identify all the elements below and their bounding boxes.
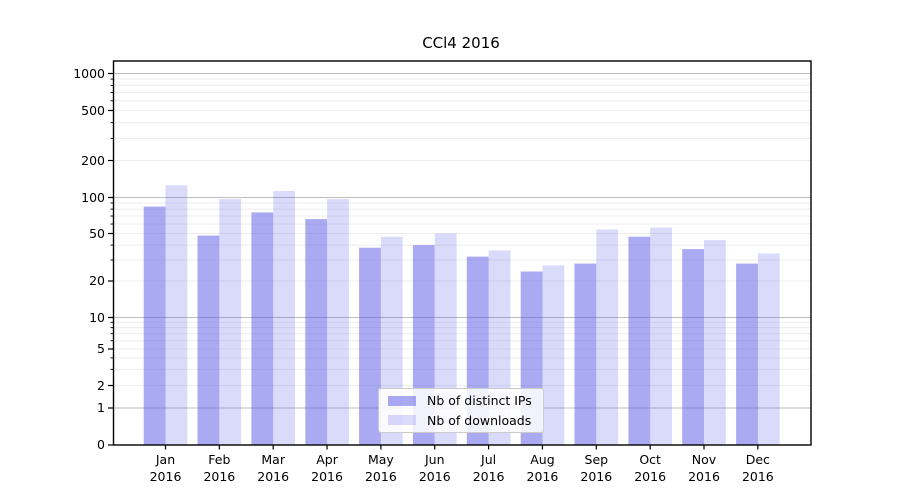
y-tick-label: 0: [97, 437, 105, 452]
year-label: 2016: [257, 469, 290, 484]
x-tick-label-apr: Apr 2016: [300, 451, 354, 485]
bar-distinct-ips-mar: [251, 212, 274, 445]
x-tick-label-jul: Jul 2016: [462, 451, 516, 485]
month-label: Aug: [530, 452, 555, 467]
y-tick-label: 5: [97, 341, 105, 356]
month-label: Apr: [316, 452, 338, 467]
bar-distinct-ips-nov: [682, 249, 704, 445]
year-label: 2016: [472, 469, 505, 484]
month-label: Nov: [691, 452, 717, 467]
legend-item-downloads: Nb of downloads: [388, 413, 543, 428]
bar-downloads-jan: [165, 185, 188, 445]
month-label: Sep: [584, 452, 609, 467]
bar-downloads-nov: [704, 240, 726, 445]
bar-downloads-mar: [273, 191, 295, 445]
year-label: 2016: [364, 469, 397, 484]
legend-item-distinct-ips: Nb of distinct IPs: [388, 393, 543, 408]
year-label: 2016: [203, 469, 236, 484]
month-label: May: [367, 452, 394, 467]
y-tick-label: 2: [97, 377, 105, 393]
x-tick-label-jun: Jun 2016: [408, 451, 462, 485]
y-tick-label: 200: [81, 152, 105, 168]
year-label: 2016: [634, 469, 667, 484]
bar-distinct-ips-apr: [305, 219, 328, 445]
x-tick-label-jan: Jan 2016: [139, 451, 193, 485]
year-label: 2016: [526, 469, 559, 484]
legend: Nb of distinct IPs Nb of downloads: [378, 388, 544, 433]
y-tick-label: 500: [81, 102, 105, 118]
y-tick-label: 20: [89, 273, 105, 288]
bar-distinct-ips-feb: [197, 235, 220, 445]
bar-downloads-oct: [650, 227, 672, 445]
x-tick-label-feb: Feb 2016: [192, 451, 246, 485]
x-tick-label-may: May 2016: [354, 451, 408, 485]
bar-distinct-ips-sep: [574, 263, 597, 445]
bar-distinct-ips-oct: [628, 236, 651, 445]
x-tick-label-aug: Aug 2016: [515, 451, 569, 485]
x-tick-label-sep: Sep 2016: [569, 451, 623, 485]
year-label: 2016: [741, 469, 774, 484]
legend-label-downloads: Nb of downloads: [427, 412, 532, 428]
year-label: 2016: [418, 469, 451, 484]
month-label: Feb: [208, 452, 231, 467]
x-tick-label-oct: Oct 2016: [623, 451, 677, 485]
y-tick-label: 100: [81, 189, 105, 205]
year-label: 2016: [149, 469, 182, 484]
bar-distinct-ips-may: [359, 247, 381, 445]
y-tick-label: 10: [89, 309, 105, 325]
bar-distinct-ips-dec: [736, 263, 758, 445]
month-label: Jun: [424, 452, 445, 467]
y-tick-label: 1: [97, 400, 105, 415]
year-label: 2016: [580, 469, 613, 484]
x-tick-label-mar: Mar 2016: [246, 451, 300, 485]
bar-downloads-aug: [542, 265, 565, 445]
month-label: Mar: [261, 452, 285, 467]
x-tick-label-nov: Nov 2016: [677, 451, 731, 485]
year-label: 2016: [311, 469, 343, 484]
year-label: 2016: [688, 469, 720, 484]
bar-downloads-sep: [596, 229, 619, 445]
bar-downloads-dec: [757, 253, 780, 445]
bar-downloads-apr: [327, 199, 349, 445]
month-label: Oct: [639, 452, 661, 467]
y-tick-label: 50: [89, 225, 105, 241]
month-label: Jul: [481, 452, 497, 467]
axes-spines: [112, 60, 812, 446]
legend-swatch-distinct-ips: [388, 395, 416, 406]
legend-label-distinct-ips: Nb of distinct IPs: [427, 393, 532, 409]
y-tick-label: 1000: [73, 65, 105, 81]
month-label: Jan: [155, 452, 176, 467]
month-label: Dec: [745, 452, 770, 467]
bar-downloads-feb: [219, 199, 242, 445]
x-tick-label-dec: Dec 2016: [731, 451, 785, 485]
legend-swatch-downloads: [388, 415, 416, 426]
bar-distinct-ips-jan: [143, 206, 166, 445]
chart-title: CCl4 2016: [422, 34, 500, 52]
